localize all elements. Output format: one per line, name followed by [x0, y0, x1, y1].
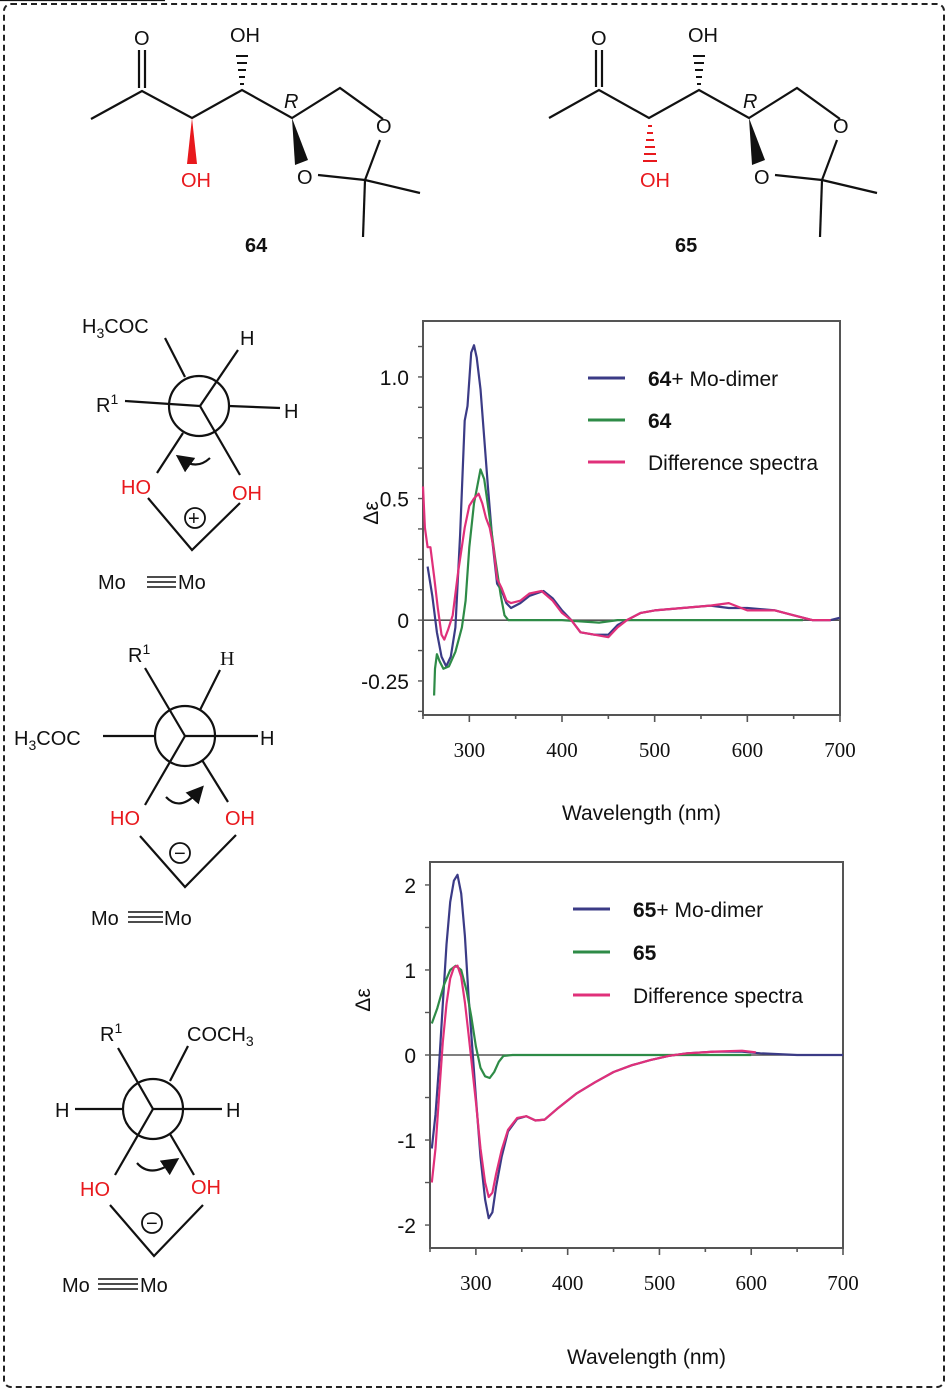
plot-frame [422, 320, 841, 716]
newman-1-sign: + [188, 508, 200, 530]
compound-65-carbonyl-o: O [591, 28, 607, 50]
newman-3-top-right: COCH3 [187, 1024, 254, 1049]
x-tick-label: 600 [735, 1271, 767, 1295]
y-tick-label: -0.25 [361, 671, 409, 694]
newman-2-metal-right: Mo [164, 908, 192, 930]
compound-65-stereo-bonds [643, 55, 765, 165]
newman-1-oh-left: HO [121, 477, 151, 499]
newman-3-metal-right: Mo [140, 1275, 168, 1297]
newman-projection-2: R1 H3COC H H HO OH − Mo Mo [14, 641, 274, 930]
compound-65-bottom-oh: OH [640, 170, 670, 192]
x-tick-label: 500 [639, 738, 671, 762]
series-line [430, 873, 843, 1220]
newman-3-right: H [226, 1100, 240, 1122]
x-tick-label: 700 [824, 738, 856, 762]
legend-label: Difference spectra [648, 452, 818, 475]
y-tick-label: -1 [397, 1130, 416, 1153]
series-line [430, 964, 752, 1080]
newman-3-top-left: R1 [100, 1020, 122, 1046]
compound-65-stereo-label: R [743, 91, 757, 113]
y-axis-label: Δε [352, 988, 375, 1011]
newman-3-oh-left: HO [80, 1179, 110, 1201]
compound-64-carbonyl-o: O [134, 28, 150, 50]
newman-2-sign: − [174, 843, 186, 865]
compound-64-label: 64 [245, 235, 268, 257]
newman-3-oh-right: OH [191, 1177, 221, 1199]
x-axis-label: Wavelength (nm) [567, 1346, 726, 1369]
y-tick-label: 1.0 [380, 367, 409, 390]
newman-2-oh-left: HO [110, 808, 140, 830]
compound-64-stereo-label: R [284, 91, 298, 113]
y-tick-label: 2 [404, 875, 416, 898]
newman-1-metal-right: Mo [178, 572, 206, 594]
newman-2-oh-right: OH [225, 808, 255, 830]
y-tick-label: 0 [397, 610, 409, 633]
compound-64-structure [90, 50, 421, 238]
newman-2-right: H [260, 728, 274, 750]
newman-3-left: H [55, 1100, 69, 1122]
compound-65-label: 65 [675, 235, 697, 257]
x-tick-label: 700 [827, 1271, 859, 1295]
newman-projection-1: H3COC R1 H H HO OH + Mo Mo [0, 0, 298, 594]
newman-2-top-left: R1 [128, 641, 150, 667]
compound-64-stereo-bonds [187, 55, 308, 165]
cd-spectrum-chart-64: 300 400 500 600 700 1.0 0.5 0 -0.25 Wavelength (n… [360, 320, 856, 825]
compound-65-structure [548, 50, 878, 238]
newman-1-top-left: H3COC [82, 316, 149, 341]
newman-1-left: R1 [96, 391, 118, 417]
newman-3-metal-left: Mo [62, 1275, 90, 1297]
legend-label: 65 [633, 942, 657, 965]
newman-3-sign: − [146, 1213, 158, 1235]
newman-2-left: H3COC [14, 728, 81, 753]
newman-1-top-right: H [240, 328, 254, 350]
y-tick-label: 0 [404, 1045, 416, 1068]
x-tick-label: 500 [644, 1271, 676, 1295]
y-tick-label: -2 [397, 1215, 416, 1238]
legend-label: 64+ Mo-dimer [648, 368, 778, 391]
newman-2-top-right: H [220, 648, 234, 670]
series-line [421, 486, 831, 641]
x-tick-label: 400 [552, 1271, 584, 1295]
compound-64-bottom-oh: OH [181, 170, 211, 192]
y-tick-label: 0.5 [380, 489, 409, 512]
newman-1-right: H [284, 401, 298, 423]
compound-65-top-oh: OH [688, 25, 718, 47]
newman-1-metal-left: Mo [98, 572, 126, 594]
y-tick-label: 1 [404, 960, 416, 983]
x-axis-label: Wavelength (nm) [562, 802, 721, 825]
x-tick-label: 300 [454, 738, 486, 762]
compound-64-ring-o1: O [376, 116, 392, 138]
figure-frame [3, 3, 945, 1388]
cd-spectrum-chart-65: 300 400 500 600 700 2 1 0 -1 -2 Wavelength (nm) Δε 6… [352, 861, 859, 1369]
compound-65-ring-o1: O [833, 116, 849, 138]
series-line [426, 344, 841, 668]
newman-2-metal-left: Mo [91, 908, 119, 930]
series-line [430, 964, 756, 1199]
x-tick-label: 300 [460, 1271, 492, 1295]
compound-64-top-oh: OH [230, 25, 260, 47]
legend-label: 65+ Mo-dimer [633, 899, 763, 922]
newman-1-oh-right: OH [232, 483, 262, 505]
legend-label: 64 [648, 410, 672, 433]
y-axis-label: Δε [360, 501, 383, 524]
x-tick-label: 600 [732, 738, 764, 762]
x-tick-label: 400 [546, 738, 578, 762]
compound-64-ring-o2: O [297, 167, 313, 189]
newman-projection-3: R1 H COCH3 H HO OH − Mo Mo [55, 1020, 254, 1297]
legend-label: Difference spectra [633, 985, 803, 1008]
compound-65-ring-o2: O [754, 167, 770, 189]
series-line [433, 468, 803, 696]
